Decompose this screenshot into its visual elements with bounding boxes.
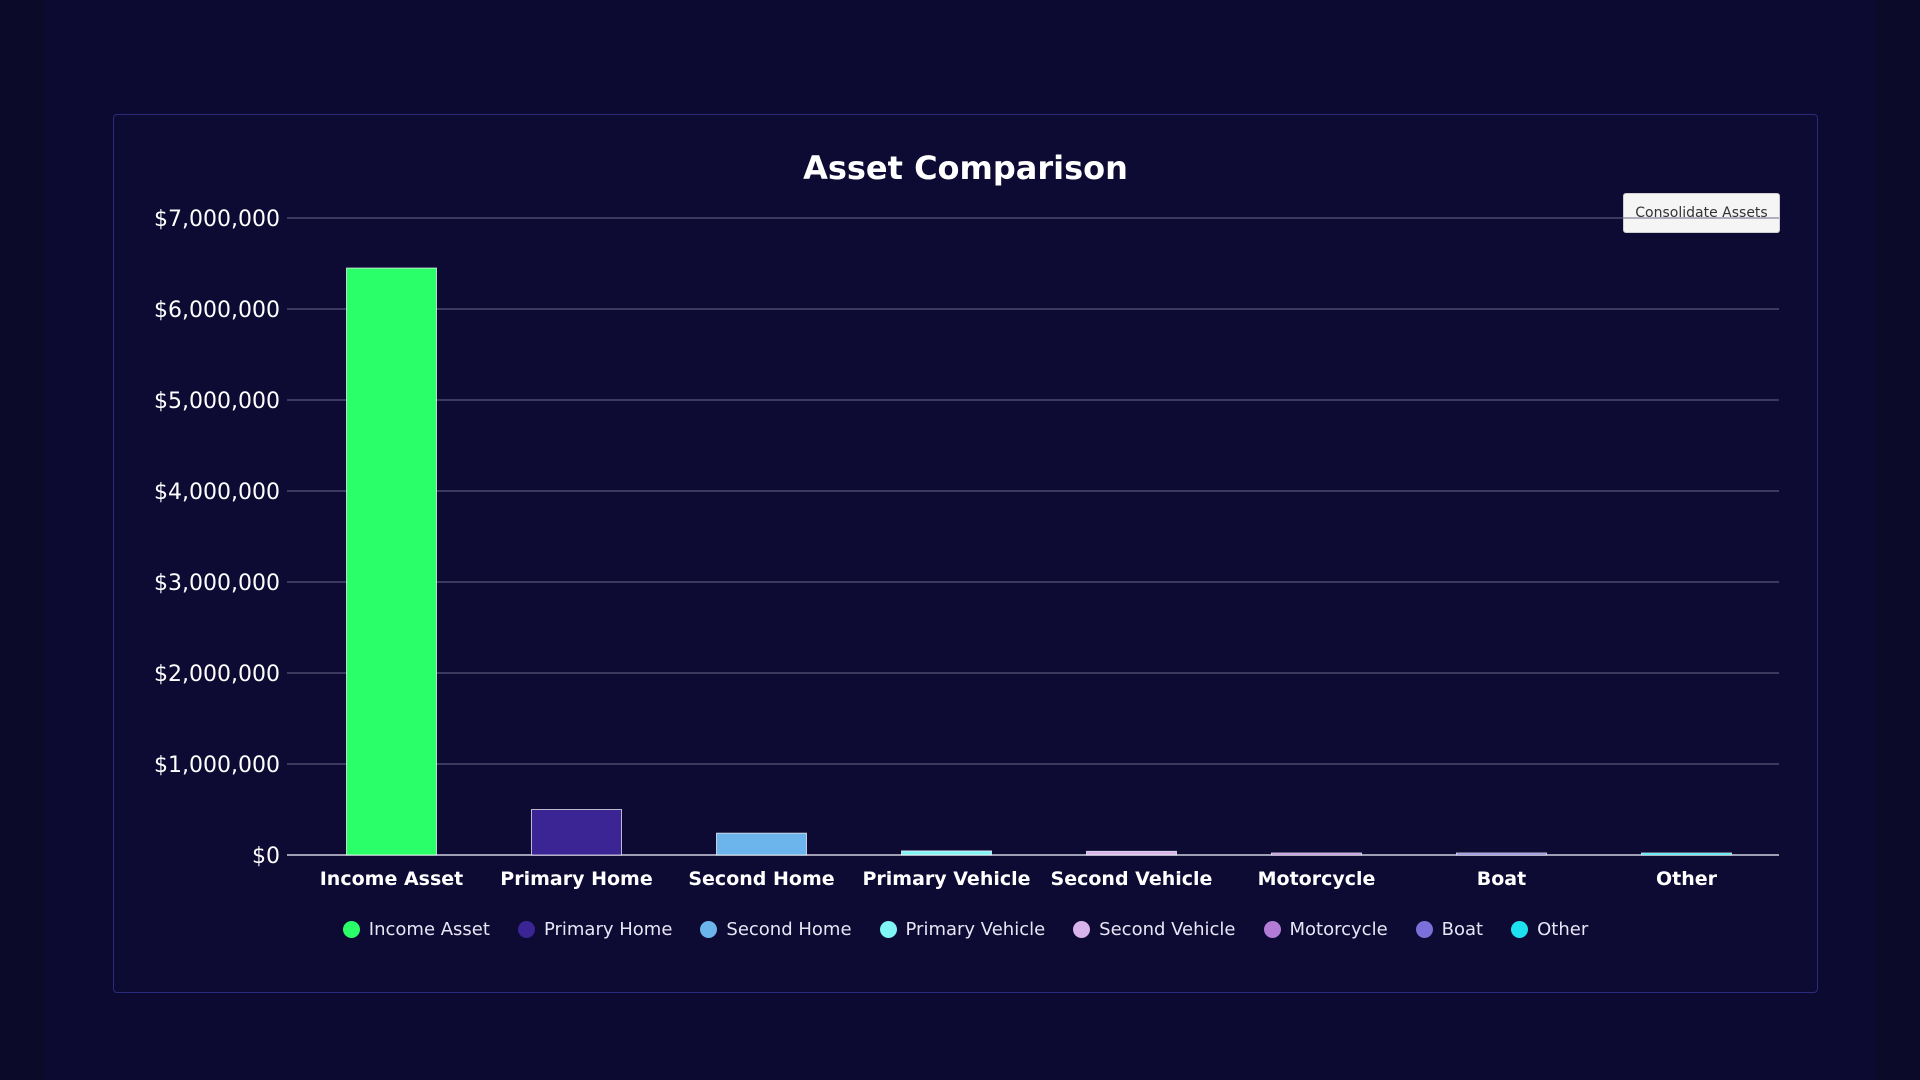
legend-label: Other [1537,919,1589,940]
legend-label: Boat [1441,919,1484,940]
legend-label: Motorcycle [1289,919,1388,940]
x-tick-label: Primary Home [500,868,652,890]
legend-swatch [1263,921,1281,938]
x-tick-label: Other [1656,868,1718,890]
legend-label: Second Home [726,919,852,940]
legend-swatch [517,921,535,938]
bar-second-home[interactable] [716,832,807,856]
legend-swatch [879,921,897,938]
x-tick-label: Second Home [688,868,834,890]
x-tick-label: Income Asset [320,868,464,890]
y-tick-label: $5,000,000 [154,389,280,414]
x-tick-label: Motorcycle [1258,868,1376,890]
y-tick-label: $4,000,000 [154,480,280,505]
legend-swatch [1415,921,1433,938]
bar-motorcycle[interactable] [1271,852,1362,856]
chart-legend: Income Asset Primary Home Second Home Prima… [114,919,1817,940]
legend-label: Primary Home [543,919,673,940]
legend-swatch [1073,921,1091,938]
bar-second-vehicle[interactable] [1086,850,1177,856]
legend-item-second-home[interactable]: Second Home [700,919,852,940]
legend-item-second-vehicle[interactable]: Second Vehicle [1073,919,1236,940]
x-tick-label: Boat [1477,868,1526,890]
legend-label: Primary Vehicle [905,919,1046,940]
legend-item-primary-home[interactable]: Primary Home [517,919,673,940]
legend-item-other[interactable]: Other [1511,919,1588,940]
chart-card: Asset Comparison Consolidate Assets $0 $1… [113,114,1818,993]
legend-label: Income Asset [368,919,490,940]
bar-boat[interactable] [1456,852,1547,856]
legend-item-boat[interactable]: Boat [1415,919,1484,940]
consolidate-assets-button[interactable]: Consolidate Assets [1623,193,1780,233]
y-tick-label: $7,000,000 [154,207,280,232]
legend-item-income-asset[interactable]: Income Asset [342,919,490,940]
legend-swatch [1511,921,1529,938]
background-edge-left [0,0,45,1080]
bar-primary-home[interactable] [531,809,622,856]
legend-label: Second Vehicle [1099,919,1236,940]
legend-item-motorcycle[interactable]: Motorcycle [1263,919,1388,940]
legend-swatch [342,921,360,938]
y-tick-label: $0 [252,844,280,869]
bar-primary-vehicle[interactable] [901,850,992,856]
bar-income-asset[interactable] [346,267,437,856]
bar-chart: $0 $1,000,000 $2,000,000 $3,000,000 $4,000,0… [154,207,1779,890]
background-edge-right [1875,0,1920,1080]
bar-other[interactable] [1641,852,1732,856]
y-tick-label: $1,000,000 [154,753,280,778]
x-tick-label: Primary Vehicle [862,868,1030,890]
y-tick-label: $3,000,000 [154,571,280,596]
legend-swatch [700,921,718,938]
y-tick-label: $2,000,000 [154,662,280,687]
y-tick-label: $6,000,000 [154,298,280,323]
legend-item-primary-vehicle[interactable]: Primary Vehicle [879,919,1046,940]
x-tick-label: Second Vehicle [1051,868,1213,890]
chart-title: Asset Comparison [803,149,1128,187]
